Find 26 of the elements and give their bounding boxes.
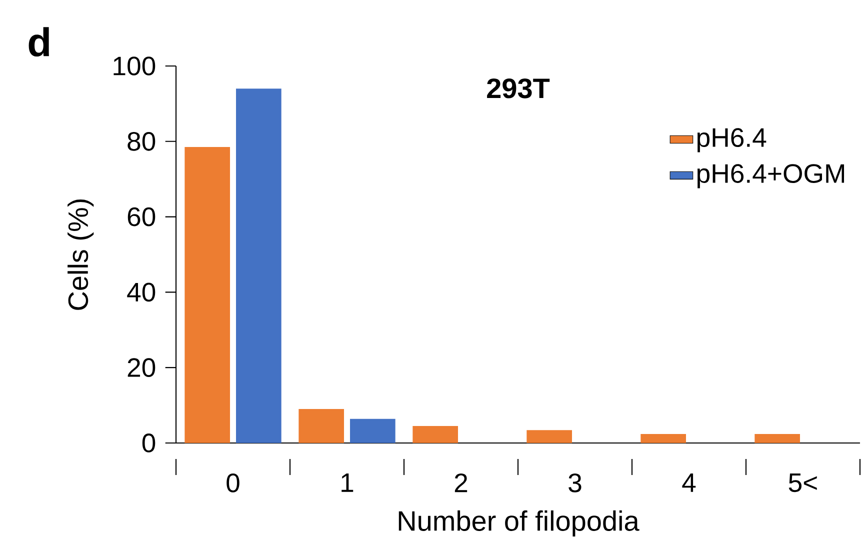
y-axis-title: Cells (%) (68, 199, 94, 310)
x-tick-label: 5< (788, 473, 817, 492)
y-tick-label: 40 (127, 282, 156, 302)
x-axis-title: Number of filopodia (398, 510, 640, 536)
bar (412, 426, 458, 443)
text: d (28, 27, 49, 57)
bar (754, 434, 800, 443)
x-tick-label: 3 (568, 473, 582, 492)
bar (640, 434, 686, 443)
bar (236, 88, 282, 443)
legend-label: pH6.4+OGM (698, 164, 844, 188)
x-tick-label: 0 (226, 473, 240, 492)
bar (184, 147, 230, 443)
legend-label: pH6.4 (698, 128, 766, 152)
y-tick-label: 80 (128, 132, 156, 151)
x-tick-label: 2 (454, 473, 468, 492)
y-tick-label: 60 (128, 207, 156, 226)
bar (526, 430, 572, 443)
x-tick-label: 1 (342, 473, 354, 492)
bar (350, 418, 396, 443)
chart-title: 293T (487, 78, 550, 98)
y-tick-label: 0 (142, 434, 156, 452)
y-tick-label: 20 (128, 358, 156, 378)
y-tick-label: 100 (114, 56, 156, 76)
x-tick-label: 4 (682, 473, 696, 492)
bar (298, 409, 344, 443)
